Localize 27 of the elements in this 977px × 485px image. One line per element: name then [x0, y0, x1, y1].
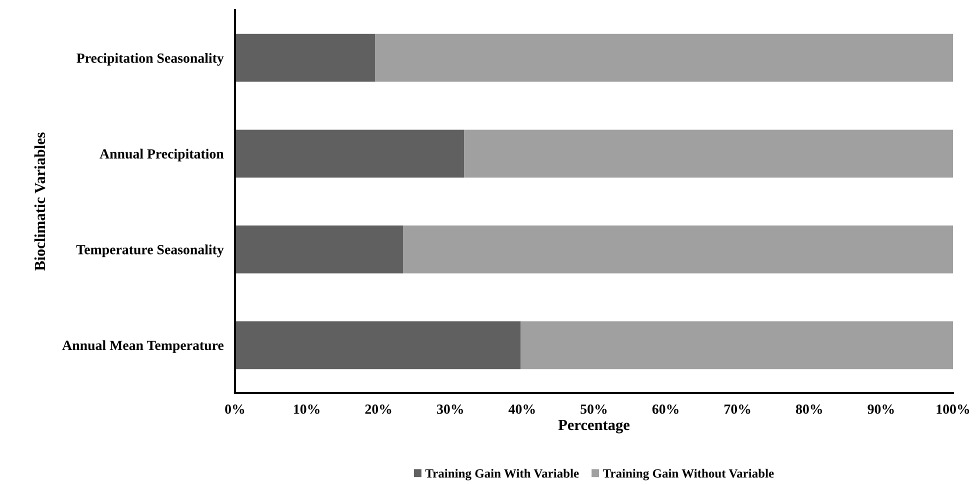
x-tick-label: 70%	[724, 404, 750, 414]
x-axis-title: Percentage	[558, 420, 630, 434]
x-tick-label: 30%	[437, 404, 463, 414]
bar	[403, 225, 953, 274]
x-tick-label: 50%	[580, 404, 607, 414]
bar	[464, 130, 953, 178]
legend-label: Training Gain With Variable	[425, 468, 579, 480]
x-tick-label: 40%	[508, 404, 535, 414]
x-tick-label: 10%	[294, 404, 320, 414]
x-tick-label: 60%	[652, 404, 678, 414]
bar	[235, 130, 464, 178]
x-tick-label: 90%	[868, 404, 894, 414]
bar	[235, 34, 376, 82]
y-tick-label: Precipitation Seasonality	[76, 53, 224, 66]
bar	[235, 321, 521, 370]
bar	[520, 321, 953, 370]
x-tick-label: 80%	[796, 404, 822, 414]
y-tick-label: Annual Precipitation	[100, 148, 224, 162]
y-axis-title: Bioclimatic Variables	[34, 132, 46, 271]
x-tick-label: 0%	[225, 404, 244, 414]
x-tick-label: 20%	[365, 404, 392, 414]
x-tick-label: 100%	[936, 404, 970, 414]
bar	[375, 34, 953, 82]
bar	[235, 225, 404, 274]
y-tick-label: Temperature Seasonality	[76, 244, 224, 258]
y-tick-label: Annual Mean Temperature	[62, 340, 224, 353]
legend-label: Training Gain Without Variable	[603, 468, 774, 480]
